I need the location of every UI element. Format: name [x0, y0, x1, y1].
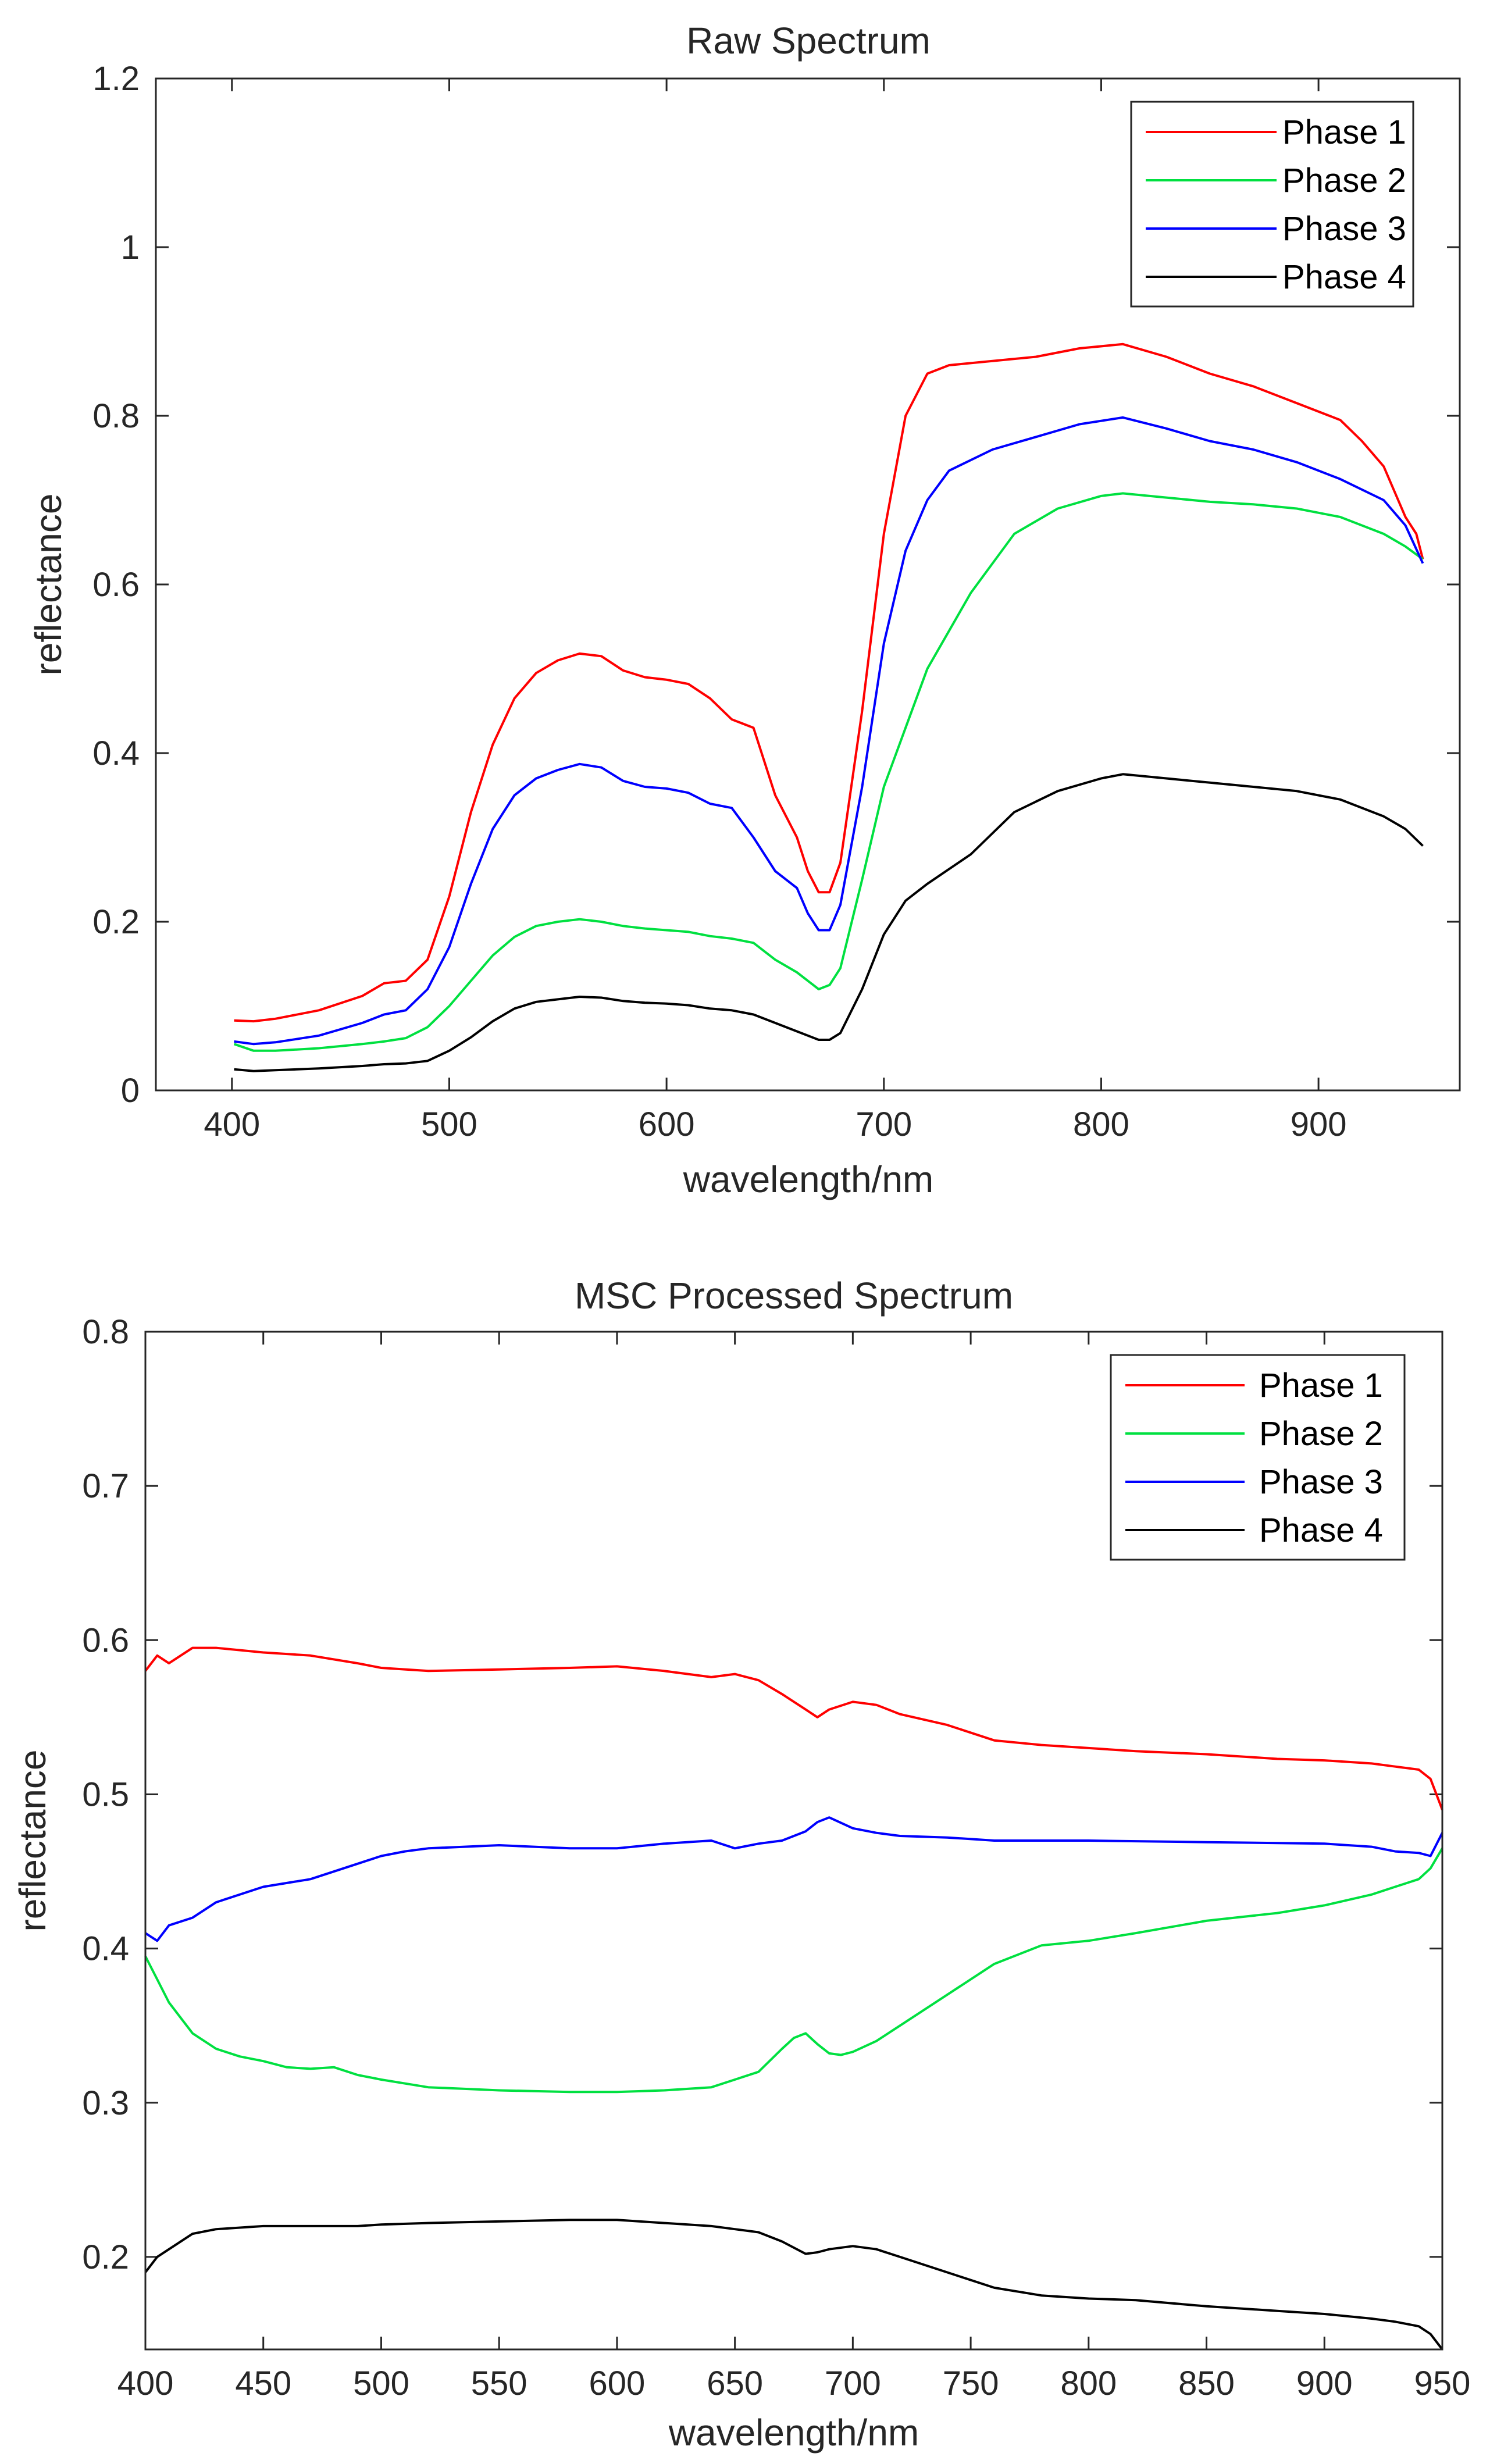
- msc-y-tick-label: 0.4: [82, 1930, 129, 1968]
- raw-y-tick-label: 0.6: [92, 566, 140, 604]
- msc-y-tick-label: 0.2: [82, 2238, 129, 2276]
- raw-spectrum-title: Raw Spectrum: [686, 20, 931, 62]
- msc-x-tick-label: 850: [1178, 2365, 1235, 2402]
- raw-spectrum-chart: Raw Spectrum 400 500 600 700 800 900 0 0.2 0.4 0.…: [27, 20, 1461, 1200]
- msc-x-tick-label: 800: [1060, 2365, 1117, 2402]
- legend-label-phase-1: Phase 1: [1282, 113, 1406, 151]
- msc-x-tick-label: 950: [1414, 2365, 1471, 2402]
- msc-x-tick-label: 450: [235, 2365, 291, 2402]
- msc-series-line-phase-4: [144, 2219, 1443, 2351]
- raw-y-tick-label: 1: [121, 229, 140, 266]
- raw-x-tick-label: 400: [204, 1106, 260, 1143]
- msc-y-tick-label: 0.7: [82, 1467, 129, 1505]
- msc-y-tick-label: 0.6: [82, 1621, 129, 1659]
- msc-series-line-phase-2: [144, 1848, 1443, 2094]
- legend-label-phase-4: Phase 4: [1282, 258, 1406, 296]
- msc-x-tick-label: 900: [1296, 2365, 1353, 2402]
- raw-y-tick-label: 1.2: [92, 60, 140, 98]
- msc-spectrum-title: MSC Processed Spectrum: [575, 1275, 1013, 1317]
- raw-series-line-phase-2: [233, 492, 1424, 1052]
- raw-y-tick-label: 0: [121, 1072, 140, 1110]
- msc-x-tick-label: 500: [353, 2365, 409, 2402]
- raw-x-tick-label: 600: [639, 1106, 695, 1143]
- legend-label-phase-2: Phase 2: [1259, 1415, 1383, 1453]
- legend-label-phase-2: Phase 2: [1282, 162, 1406, 199]
- legend-label-phase-3: Phase 3: [1259, 1463, 1383, 1501]
- msc-spectrum-xlabel: wavelength/nm: [668, 2412, 919, 2454]
- raw-x-tick-label: 500: [421, 1106, 477, 1143]
- raw-spectrum-plot-frame: [155, 77, 1461, 1092]
- msc-spectrum-plot-frame: [144, 1331, 1443, 2351]
- raw-x-tick-label: 800: [1073, 1106, 1129, 1143]
- msc-spectrum-legend: Phase 1 Phase 2 Phase 3 Phase 4: [1110, 1354, 1406, 1561]
- raw-x-tick-label: 900: [1291, 1106, 1347, 1143]
- raw-series-line-phase-3: [234, 416, 1424, 1046]
- msc-x-tick-label: 700: [825, 2365, 881, 2402]
- msc-x-tick-label: 550: [471, 2365, 527, 2402]
- msc-spectrum-chart: MSC Processed Spectrum 400 450 500 550 600 65…: [12, 1275, 1470, 2454]
- raw-series-line-phase-4: [234, 773, 1424, 1072]
- raw-series-line-phase-1: [234, 343, 1424, 1023]
- msc-x-tick-label: 750: [943, 2365, 999, 2402]
- raw-y-tick-label: 0.8: [92, 397, 140, 435]
- msc-spectrum-series: [144, 1646, 1443, 2351]
- raw-y-tick-label: 0.4: [92, 734, 140, 772]
- legend-label-phase-1: Phase 1: [1259, 1367, 1383, 1404]
- msc-spectrum-ticks: 400 450 500 550 600 650 700 750 800 850 900 950 0.2 0…: [82, 1313, 1470, 2402]
- raw-spectrum-legend-box: [1130, 101, 1414, 308]
- msc-y-tick-label: 0.3: [82, 2084, 129, 2122]
- raw-x-tick-label: 700: [855, 1106, 912, 1143]
- legend-label-phase-4: Phase 4: [1259, 1511, 1383, 1549]
- raw-spectrum-ylabel: reflectance: [27, 493, 69, 675]
- msc-x-tick-label: 400: [117, 2365, 174, 2402]
- msc-spectrum-ylabel: reflectance: [12, 1749, 54, 1931]
- msc-x-tick-label: 650: [707, 2365, 763, 2402]
- raw-spectrum-series: [233, 343, 1424, 1072]
- msc-spectrum-legend-box: [1110, 1354, 1406, 1561]
- legend-label-phase-3: Phase 3: [1282, 210, 1406, 248]
- raw-spectrum-legend: Phase 1 Phase 2 Phase 3 Phase 4: [1130, 101, 1414, 308]
- msc-x-tick-label: 600: [589, 2365, 646, 2402]
- raw-y-tick-label: 0.2: [92, 903, 140, 941]
- msc-series-line-phase-1: [144, 1646, 1443, 1810]
- msc-series-line-phase-3: [144, 1816, 1443, 1942]
- msc-y-tick-label: 0.5: [82, 1775, 129, 1813]
- raw-spectrum-ticks: 400 500 600 700 800 900 0 0.2 0.4 0.6 0.8 1 1.2: [92, 60, 1460, 1143]
- raw-spectrum-xlabel: wavelength/nm: [683, 1158, 933, 1200]
- msc-y-tick-label: 0.8: [82, 1313, 129, 1351]
